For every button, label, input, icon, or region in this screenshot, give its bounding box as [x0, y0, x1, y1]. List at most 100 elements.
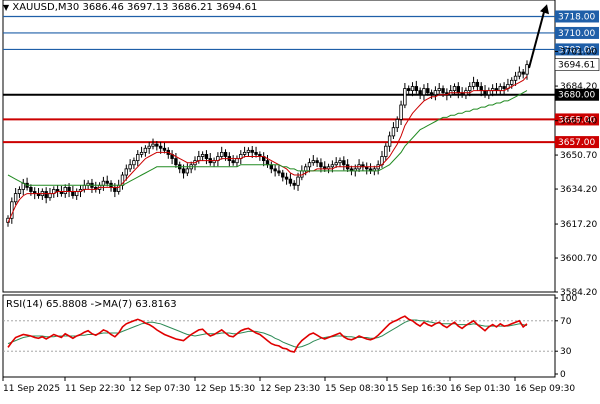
- candle-body: [387, 135, 392, 147]
- candle-body: [155, 143, 159, 147]
- candle-body: [48, 193, 52, 199]
- candle-body: [269, 164, 274, 170]
- candle-body: [483, 90, 487, 96]
- candle-body: [437, 88, 441, 92]
- rsi-label: RSI(14) 65.8808: [6, 299, 88, 310]
- y-tick-label: 3667.40: [560, 117, 597, 127]
- candle-body: [281, 172, 285, 178]
- candle-body: [105, 180, 109, 184]
- candle-body: [246, 149, 251, 153]
- y-tick-label: 3600.70: [560, 254, 597, 264]
- candle-body: [426, 88, 430, 94]
- candle-body: [101, 180, 106, 186]
- level-tag-3710.00: [555, 26, 599, 39]
- candle-body: [29, 186, 33, 192]
- candle-body: [231, 160, 235, 164]
- y-tick-label: 3634.20: [560, 185, 597, 195]
- candle-body: [452, 86, 457, 92]
- candle-body: [418, 90, 422, 96]
- candle-body: [174, 158, 178, 166]
- candle-body: [422, 88, 426, 96]
- candle-body: [254, 151, 258, 155]
- candle-body: [521, 71, 525, 75]
- candle-body: [517, 71, 522, 77]
- rsi-header: RSI(14) 65.8808 ->MA(7) 63.8163: [6, 299, 177, 310]
- candle-body: [277, 170, 281, 174]
- y-tick-label: 3650.70: [560, 151, 597, 161]
- candle-body: [143, 147, 148, 153]
- forecast-arrow-shaft: [528, 7, 546, 69]
- level-label-3702.00: 3702.00: [558, 45, 595, 55]
- symbol-label: XAUUSD,M30: [12, 2, 80, 13]
- candle-body: [513, 75, 518, 81]
- level-tag-3680.00: [555, 88, 599, 101]
- x-tick-label: 12 Sep 07:30: [130, 384, 190, 394]
- x-tick-label: 11 Sep 22:30: [65, 384, 125, 394]
- rsi-y-tick-label: 100: [560, 294, 577, 304]
- candle-body: [197, 156, 201, 162]
- current-price-tag: [554, 58, 600, 71]
- rsi-line: [7, 315, 528, 353]
- candle-body: [296, 176, 300, 186]
- ma-fast-line: [7, 75, 528, 223]
- y-tick-label: 3584.20: [560, 288, 597, 298]
- level-label-3668.00: 3668.00: [558, 115, 595, 125]
- candle-body: [128, 164, 132, 170]
- candle-body: [414, 86, 419, 92]
- candle-body: [475, 81, 480, 87]
- x-tick-label: 12 Sep 15:30: [195, 384, 255, 394]
- candle-body: [399, 104, 403, 120]
- candle-body: [200, 154, 205, 157]
- y-tick-label: 3701.00: [560, 47, 597, 57]
- candle-body: [510, 79, 514, 85]
- x-tick-label: 15 Sep 16:30: [387, 384, 447, 394]
- x-tick-label: 16 Sep 09:30: [515, 384, 575, 394]
- candle-body: [113, 186, 117, 192]
- rsi-y-tick-label: 0: [560, 370, 566, 380]
- current-price-label: 3694.61: [558, 61, 595, 71]
- candle-body: [441, 88, 445, 94]
- candle-body: [10, 201, 14, 219]
- y-tick-label: 3684.20: [560, 82, 597, 92]
- candle-body: [319, 162, 323, 168]
- candle-body: [162, 147, 167, 151]
- candle-body: [181, 168, 186, 174]
- candle-body: [265, 160, 270, 166]
- collapse-triangle-icon[interactable]: ▼: [3, 3, 10, 12]
- level-label-3710.00: 3710.00: [558, 29, 595, 39]
- candle-body: [204, 154, 209, 159]
- candle-body: [410, 86, 415, 92]
- level-tag-3702.00: [555, 43, 599, 56]
- candle-body: [292, 182, 296, 186]
- candle-body: [67, 186, 71, 192]
- level-tag-3657.00: [555, 136, 599, 149]
- x-tick-label: 16 Sep 01:30: [450, 384, 510, 394]
- candle-body: [307, 162, 312, 168]
- candle-body: [132, 160, 136, 166]
- candle-body: [242, 151, 247, 155]
- candle-body: [315, 160, 319, 164]
- x-tick-label: 11 Sep 2025: [3, 384, 60, 394]
- candle-body: [479, 86, 483, 92]
- candle-body: [284, 176, 289, 180]
- candle-body: [44, 191, 48, 199]
- x-tick-label: 12 Sep 23:30: [260, 384, 320, 394]
- rsi-ma-line: [7, 319, 528, 348]
- level-label-3657.00: 3657.00: [558, 138, 595, 148]
- candle-body: [124, 168, 129, 176]
- candle-body: [406, 88, 411, 92]
- level-tag-3668.00: [555, 113, 599, 126]
- x-tick-label: 15 Sep 08:30: [325, 384, 385, 394]
- rsi-ma-label: ->MA(7) 63.8163: [90, 299, 177, 310]
- candle-body: [147, 145, 151, 149]
- candle-body: [273, 168, 277, 172]
- candle-body: [487, 90, 491, 96]
- candle-body: [395, 119, 399, 129]
- candle-body: [525, 64, 529, 75]
- candle-body: [384, 145, 388, 157]
- candle-body: [250, 149, 254, 153]
- y-tick-label: 3617.20: [560, 220, 597, 230]
- candle-body: [235, 158, 239, 164]
